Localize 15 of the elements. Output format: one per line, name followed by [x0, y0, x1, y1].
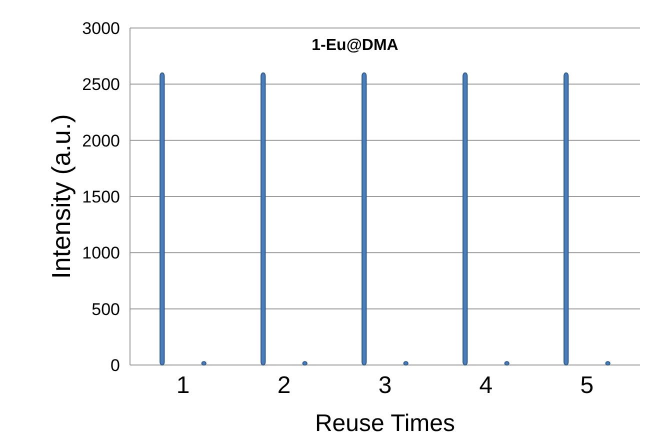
y-tick-label: 500 — [92, 300, 120, 319]
y-tick-label: 2000 — [82, 131, 120, 150]
text: 1-Eu@DMA — [312, 37, 399, 54]
y-tick-label: 0 — [110, 356, 120, 375]
x-tick-label: 2 — [277, 372, 291, 399]
x-tick-label: 1 — [176, 372, 190, 399]
y-tick-label: 1000 — [82, 244, 120, 263]
y-tick-label: 3000 — [82, 18, 120, 38]
x-tick-label: 4 — [479, 372, 493, 399]
x-tick-label: 3 — [378, 372, 392, 399]
y-tick-label: 2500 — [82, 75, 120, 94]
x-tick-label: 5 — [580, 372, 594, 399]
x-axis-title: Reuse Times — [314, 410, 456, 437]
y-tick-label: 1500 — [82, 187, 120, 206]
y-axis-title: Intensity (a.u.) — [46, 114, 76, 279]
